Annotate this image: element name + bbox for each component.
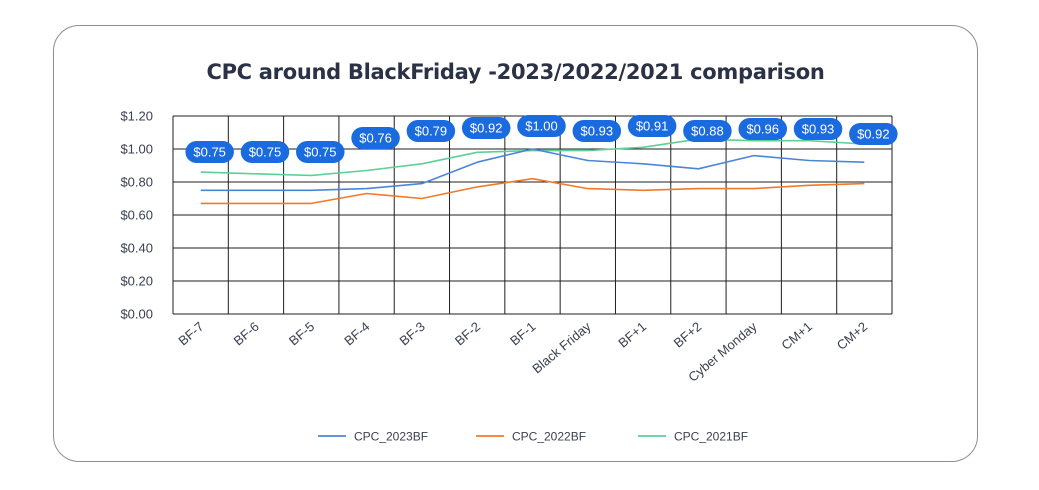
data-label-pill bbox=[296, 141, 345, 163]
x-tick-label: BF-3 bbox=[397, 319, 428, 349]
series-line-CPC_2023BF bbox=[200, 148, 865, 192]
data-label: $0.92 bbox=[461, 117, 511, 139]
data-label-text: $0.92 bbox=[857, 127, 890, 142]
data-label-pill bbox=[572, 120, 622, 142]
data-label-text: $0.76 bbox=[359, 131, 392, 146]
data-label-text: $0.92 bbox=[470, 121, 503, 136]
legend-label: CPC_2023BF bbox=[354, 430, 428, 444]
data-label-text: $0.75 bbox=[249, 145, 282, 160]
series-line-CPC_2021BF bbox=[200, 138, 865, 177]
data-label: $0.88 bbox=[683, 120, 732, 142]
data-label-text: $0.88 bbox=[691, 124, 724, 139]
y-tick-label: $1.00 bbox=[120, 142, 153, 157]
data-label: $0.76 bbox=[351, 127, 400, 149]
series-line-CPC_2022BF bbox=[200, 177, 865, 205]
data-label: $0.91 bbox=[627, 115, 677, 137]
x-tick-label: BF-1 bbox=[507, 319, 538, 349]
data-label-pill bbox=[849, 123, 898, 145]
data-label-text: $1.00 bbox=[525, 119, 558, 134]
data-label-text: $0.91 bbox=[636, 119, 669, 134]
data-label-pill bbox=[683, 120, 732, 142]
data-label-text: $0.93 bbox=[802, 122, 835, 137]
x-tick-label: BF-4 bbox=[341, 319, 372, 349]
x-tick-label: BF+2 bbox=[671, 319, 705, 351]
chart-title: CPC around BlackFriday -2023/2022/2021 c… bbox=[206, 60, 825, 84]
data-label: $0.75 bbox=[296, 141, 345, 163]
data-label-text: $0.75 bbox=[304, 145, 337, 160]
x-tick-label: Black Friday bbox=[529, 318, 594, 376]
data-labels: $0.75 $0.75 $0.75 $0.76 $0.79 $0.92 $1.00 $0.93… bbox=[185, 115, 898, 163]
data-label: $0.92 bbox=[849, 123, 898, 145]
y-axis-ticks: $0.00 $0.20 $0.40 $0.60 $0.80 $1.00 $1.20 bbox=[120, 109, 153, 322]
x-tick-label: BF-7 bbox=[175, 319, 206, 349]
x-tick-label: CM+1 bbox=[778, 319, 814, 353]
legend-item: CPC_2022BF bbox=[476, 430, 586, 444]
data-label-text: $0.93 bbox=[581, 124, 614, 139]
x-tick-label: BF-5 bbox=[286, 319, 317, 349]
data-label-pill bbox=[351, 127, 400, 149]
series-lines bbox=[200, 138, 865, 205]
legend-label: CPC_2021BF bbox=[674, 430, 748, 444]
data-label: $0.75 bbox=[185, 141, 234, 163]
y-tick-label: $0.80 bbox=[120, 175, 153, 190]
chart-card bbox=[53, 25, 978, 462]
y-tick-label: $0.40 bbox=[120, 241, 153, 256]
data-label: $0.79 bbox=[406, 120, 456, 142]
data-label: $0.93 bbox=[572, 120, 622, 142]
data-label-pill bbox=[240, 141, 290, 163]
chart-legend: CPC_2023BF CPC_2022BF CPC_2021BF bbox=[318, 430, 748, 444]
data-label-text: $0.96 bbox=[746, 122, 779, 137]
x-tick-label: BF-6 bbox=[231, 319, 262, 349]
y-tick-label: $0.60 bbox=[120, 208, 153, 223]
y-tick-label: $0.20 bbox=[120, 274, 153, 289]
data-label-pill bbox=[738, 118, 787, 140]
data-label-pill bbox=[461, 117, 511, 139]
y-tick-label: $1.20 bbox=[120, 109, 153, 124]
data-label-pill bbox=[517, 115, 566, 137]
data-label-pill bbox=[406, 120, 456, 142]
data-label: $1.00 bbox=[517, 115, 566, 137]
legend-item: CPC_2021BF bbox=[638, 430, 748, 444]
data-label-pill bbox=[185, 141, 234, 163]
x-tick-label: BF+1 bbox=[615, 319, 649, 351]
x-tick-label: BF-2 bbox=[452, 319, 483, 349]
data-label-pill bbox=[627, 115, 677, 137]
data-label-text: $0.79 bbox=[415, 124, 448, 139]
y-tick-label: $0.00 bbox=[120, 307, 153, 322]
legend-item: CPC_2023BF bbox=[318, 430, 428, 444]
data-label: $0.96 bbox=[738, 118, 787, 140]
data-label-text: $0.75 bbox=[193, 145, 226, 160]
data-label-pill bbox=[793, 118, 843, 140]
legend-label: CPC_2022BF bbox=[512, 430, 586, 444]
data-label: $0.93 bbox=[793, 118, 843, 140]
x-tick-label: CM+2 bbox=[834, 319, 870, 353]
data-label: $0.75 bbox=[240, 141, 290, 163]
